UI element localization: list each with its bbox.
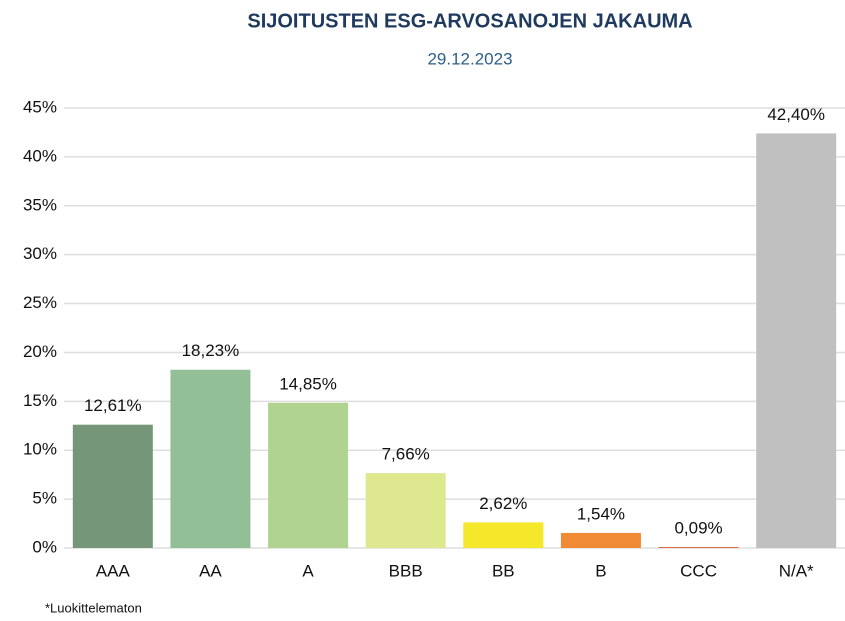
bar — [268, 402, 349, 548]
footnote: *Luokittelematon — [45, 600, 142, 615]
y-tick-label: 35% — [23, 195, 57, 214]
value-label: 1,54% — [577, 504, 625, 523]
y-tick-label: 40% — [23, 146, 57, 165]
bar — [72, 424, 153, 548]
y-tick-label: 15% — [23, 391, 57, 410]
y-tick-label: 0% — [32, 537, 57, 556]
x-tick-label: N/A* — [779, 561, 814, 580]
y-tick-label: 45% — [23, 97, 57, 116]
value-label: 14,85% — [279, 374, 337, 393]
chart-subtitle: 29.12.2023 — [427, 49, 512, 68]
y-tick-label: 20% — [23, 342, 57, 361]
value-label: 7,66% — [382, 445, 430, 464]
x-tick-label: BB — [492, 561, 515, 580]
value-label: 2,62% — [479, 494, 527, 513]
x-tick-label: A — [302, 561, 314, 580]
y-tick-label: 25% — [23, 293, 57, 312]
bar — [756, 133, 837, 548]
bar — [560, 532, 641, 548]
value-label: 18,23% — [182, 341, 240, 360]
y-tick-label: 30% — [23, 244, 57, 263]
x-tick-label: AA — [199, 561, 222, 580]
bar — [658, 547, 739, 548]
x-tick-label: B — [595, 561, 606, 580]
x-tick-label: CCC — [680, 561, 717, 580]
bar — [365, 473, 446, 548]
x-tick-label: AAA — [96, 561, 131, 580]
y-tick-label: 5% — [32, 489, 57, 508]
bar — [170, 369, 251, 548]
value-label: 42,40% — [767, 105, 825, 124]
value-label: 0,09% — [674, 519, 722, 538]
y-tick-label: 10% — [23, 440, 57, 459]
x-tick-label: BBB — [389, 561, 423, 580]
value-label: 12,61% — [84, 396, 142, 415]
chart-title: SIJOITUSTEN ESG-ARVOSANOJEN JAKAUMA — [247, 10, 692, 32]
bar — [463, 522, 544, 548]
